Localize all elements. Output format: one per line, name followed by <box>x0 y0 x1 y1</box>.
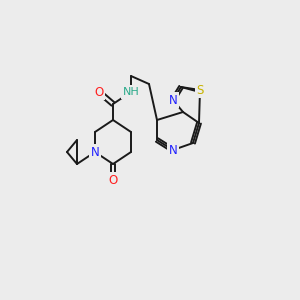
Text: NH: NH <box>123 87 140 97</box>
Text: S: S <box>196 83 204 97</box>
Text: N: N <box>169 143 177 157</box>
Text: O: O <box>94 85 103 98</box>
Text: O: O <box>108 173 118 187</box>
Text: N: N <box>91 146 99 158</box>
Text: N: N <box>169 94 177 106</box>
